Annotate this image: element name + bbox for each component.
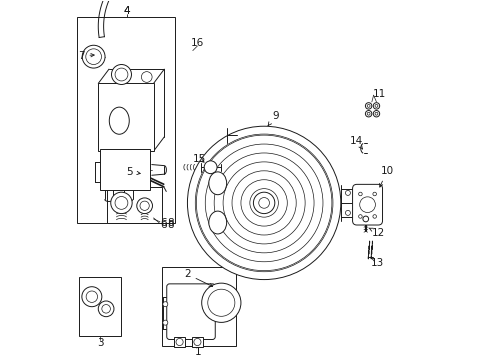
Circle shape bbox=[98, 301, 114, 317]
Circle shape bbox=[195, 134, 332, 272]
FancyBboxPatch shape bbox=[352, 184, 382, 225]
Circle shape bbox=[81, 287, 102, 307]
Circle shape bbox=[176, 338, 183, 346]
Circle shape bbox=[141, 72, 152, 82]
Circle shape bbox=[115, 68, 128, 81]
Circle shape bbox=[374, 104, 377, 107]
Text: 3: 3 bbox=[97, 338, 103, 348]
Circle shape bbox=[372, 215, 376, 218]
Circle shape bbox=[196, 135, 331, 271]
Circle shape bbox=[365, 103, 371, 109]
Circle shape bbox=[187, 126, 340, 280]
Circle shape bbox=[137, 198, 152, 213]
Ellipse shape bbox=[109, 107, 129, 134]
Bar bbox=[192, 337, 203, 347]
Circle shape bbox=[140, 201, 149, 210]
Circle shape bbox=[102, 305, 110, 313]
Bar bbox=[107, 187, 162, 222]
Text: 8: 8 bbox=[167, 218, 173, 228]
Circle shape bbox=[358, 215, 362, 218]
Circle shape bbox=[82, 45, 105, 68]
Text: 4: 4 bbox=[123, 6, 130, 16]
Circle shape bbox=[193, 338, 201, 346]
Text: 6: 6 bbox=[160, 220, 166, 230]
Bar bbox=[100, 149, 150, 190]
Text: 16: 16 bbox=[190, 38, 203, 48]
Text: 5: 5 bbox=[126, 167, 140, 177]
Bar bbox=[98, 84, 153, 151]
Text: 4: 4 bbox=[123, 6, 130, 16]
Bar bbox=[79, 277, 121, 336]
Circle shape bbox=[205, 144, 322, 262]
Circle shape bbox=[110, 192, 132, 213]
Circle shape bbox=[241, 180, 287, 226]
Text: 10: 10 bbox=[379, 166, 393, 187]
Circle shape bbox=[358, 192, 362, 196]
Circle shape bbox=[163, 302, 167, 307]
Text: 7: 7 bbox=[78, 51, 94, 60]
Circle shape bbox=[372, 111, 379, 117]
Text: 8: 8 bbox=[167, 220, 173, 230]
Circle shape bbox=[86, 291, 98, 302]
Circle shape bbox=[204, 161, 217, 174]
Ellipse shape bbox=[208, 172, 226, 195]
Circle shape bbox=[207, 289, 234, 316]
Text: 9: 9 bbox=[267, 111, 278, 126]
Circle shape bbox=[365, 111, 371, 117]
Circle shape bbox=[85, 49, 102, 64]
Circle shape bbox=[345, 210, 350, 215]
Text: 6: 6 bbox=[160, 218, 166, 228]
Circle shape bbox=[372, 103, 379, 109]
Circle shape bbox=[366, 104, 369, 107]
Circle shape bbox=[115, 197, 127, 209]
Bar bbox=[162, 267, 235, 346]
Circle shape bbox=[111, 64, 131, 85]
Circle shape bbox=[223, 162, 305, 244]
Bar bbox=[77, 17, 175, 222]
Text: 14: 14 bbox=[349, 136, 363, 149]
Text: 12: 12 bbox=[368, 228, 384, 238]
Text: 2: 2 bbox=[184, 269, 212, 287]
Circle shape bbox=[374, 112, 377, 115]
Circle shape bbox=[214, 153, 313, 253]
Text: 11: 11 bbox=[372, 89, 385, 99]
Circle shape bbox=[201, 283, 241, 323]
Circle shape bbox=[231, 171, 296, 235]
Ellipse shape bbox=[208, 211, 226, 234]
Circle shape bbox=[345, 190, 350, 195]
Text: 1: 1 bbox=[194, 347, 201, 357]
Bar bbox=[174, 337, 184, 347]
Circle shape bbox=[258, 198, 269, 208]
Text: 15: 15 bbox=[193, 154, 206, 164]
Circle shape bbox=[372, 192, 376, 196]
Circle shape bbox=[163, 320, 167, 325]
Circle shape bbox=[253, 192, 274, 213]
Circle shape bbox=[355, 199, 364, 207]
Circle shape bbox=[362, 216, 368, 222]
Circle shape bbox=[249, 189, 278, 217]
Circle shape bbox=[366, 112, 369, 115]
Circle shape bbox=[359, 197, 375, 212]
FancyBboxPatch shape bbox=[166, 284, 215, 339]
Text: 13: 13 bbox=[370, 258, 384, 268]
